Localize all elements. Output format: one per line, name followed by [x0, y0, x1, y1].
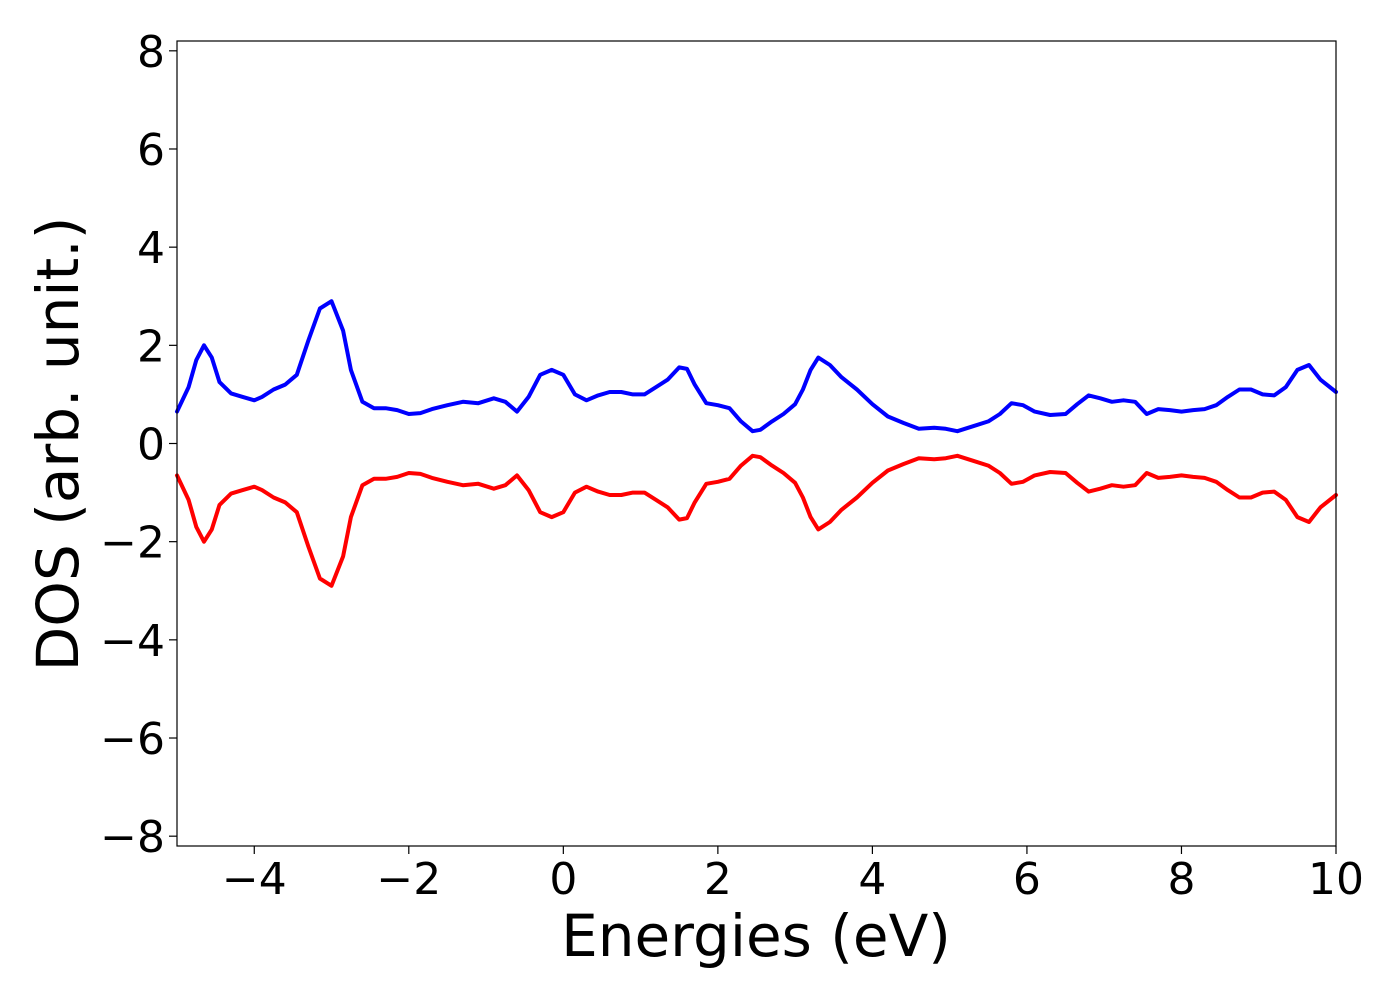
series-line-1: [175, 453, 1338, 588]
x-tick-label: 10: [1308, 854, 1364, 905]
x-tick-label: −4: [222, 854, 287, 905]
y-tick-label: −2: [100, 518, 165, 569]
x-tick-label: −2: [376, 854, 441, 905]
x-axis: −4 −2 0 2 4 6 8 10: [222, 846, 1364, 905]
y-tick-label: 2: [137, 321, 165, 372]
x-tick-label: 4: [858, 854, 886, 905]
series-line-0: [175, 299, 1338, 434]
y-tick-label: −8: [100, 812, 165, 863]
x-axis-label: Energies (eV): [561, 902, 951, 970]
y-tick-label: 6: [137, 125, 165, 176]
y-tick-label: 8: [137, 27, 165, 78]
y-tick-label: −6: [100, 714, 165, 765]
plot-area: [175, 299, 1338, 588]
y-axis: −8 −6 −4 −2 0 2 4 6 8: [100, 27, 177, 863]
y-tick-label: −4: [100, 616, 165, 667]
x-tick-label: 6: [1013, 854, 1041, 905]
y-tick-label: 0: [137, 420, 165, 471]
plot-frame: [176, 40, 1337, 847]
x-tick-label: 2: [704, 854, 732, 905]
x-tick-label: 8: [1167, 854, 1195, 905]
y-axis-label: DOS (arb. unit.): [24, 217, 92, 672]
y-tick-label: 4: [137, 223, 165, 274]
x-tick-label: 0: [549, 854, 577, 905]
